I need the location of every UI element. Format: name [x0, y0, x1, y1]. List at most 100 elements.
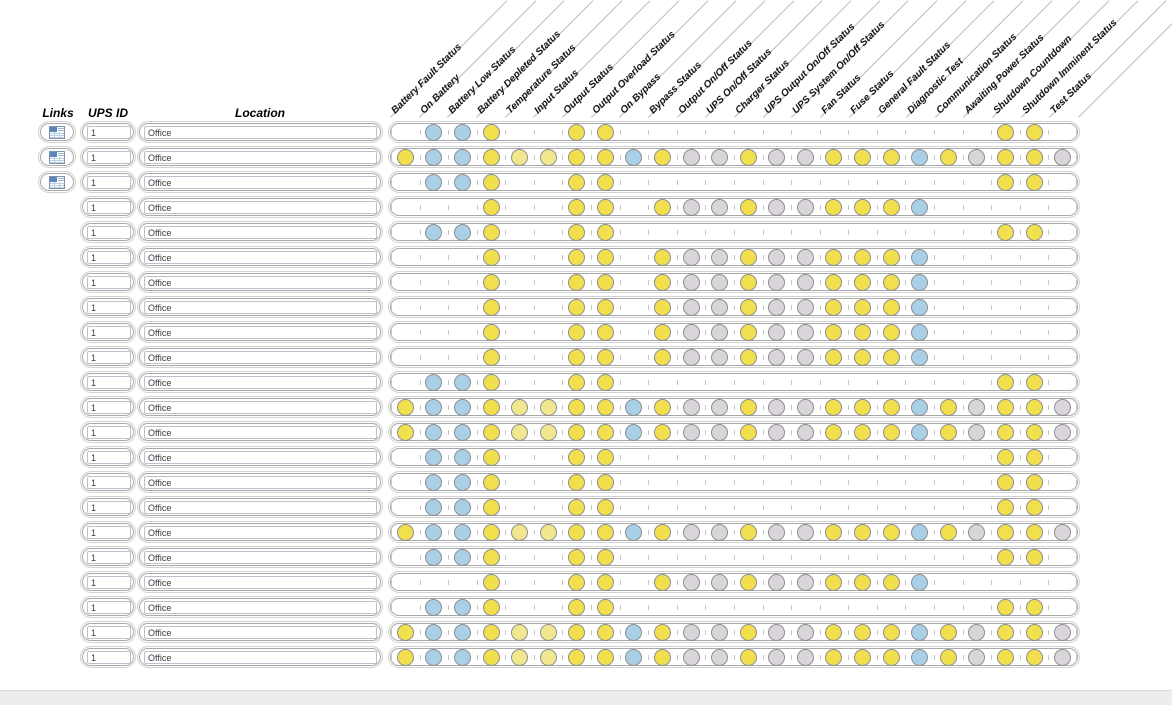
status-dot: [825, 323, 843, 341]
location-input[interactable]: [144, 251, 377, 264]
status-dot: [653, 348, 671, 366]
location-cell: [137, 196, 383, 218]
ups-id-input[interactable]: [87, 526, 131, 539]
ups-id-input[interactable]: [87, 201, 131, 214]
status-cell: [733, 197, 763, 217]
spreadsheet-icon: [49, 175, 65, 189]
location-input[interactable]: [144, 576, 377, 589]
status-cell: [762, 597, 792, 617]
ups-row: [0, 421, 1172, 443]
status-dot: [739, 523, 757, 541]
status-dot: [854, 648, 872, 666]
ups-id-input[interactable]: [87, 301, 131, 314]
status-cell: [762, 122, 792, 142]
status-cell: [791, 647, 820, 667]
status-cell: [933, 547, 963, 567]
location-input[interactable]: [144, 201, 377, 214]
status-cell: [591, 522, 620, 542]
status-dot: [1025, 448, 1043, 466]
status-dot: [911, 523, 929, 541]
status-cell: [819, 122, 849, 142]
ups-id-input[interactable]: [87, 226, 131, 239]
location-input[interactable]: [144, 301, 377, 314]
status-dot: [996, 423, 1014, 441]
status-cell: [705, 422, 734, 442]
ups-id-input[interactable]: [87, 576, 131, 589]
location-input[interactable]: [144, 626, 377, 639]
links-button[interactable]: [45, 149, 69, 166]
status-dot: [882, 323, 900, 341]
status-dot: [796, 573, 814, 591]
ups-id-input[interactable]: [87, 551, 131, 564]
location-input[interactable]: [144, 226, 377, 239]
location-input[interactable]: [144, 476, 377, 489]
location-cell: [137, 471, 383, 493]
location-input[interactable]: [144, 351, 377, 364]
status-dot: [739, 573, 757, 591]
status-cell: [676, 397, 706, 417]
ups-id-input[interactable]: [87, 426, 131, 439]
location-input[interactable]: [144, 526, 377, 539]
ups-id-input[interactable]: [87, 451, 131, 464]
links-button[interactable]: [45, 124, 69, 141]
status-dot: [568, 248, 586, 266]
status-dot: [396, 398, 414, 416]
status-cell: [448, 172, 477, 192]
ups-id-input[interactable]: [87, 476, 131, 489]
links-header: Links: [42, 106, 74, 120]
location-input[interactable]: [144, 176, 377, 189]
location-input[interactable]: [144, 451, 377, 464]
status-cell: [905, 522, 934, 542]
location-input[interactable]: [144, 426, 377, 439]
location-input[interactable]: [144, 401, 377, 414]
ups-id-input[interactable]: [87, 276, 131, 289]
status-cell: [848, 322, 877, 342]
status-dot: [1054, 398, 1072, 416]
status-cell: [391, 197, 420, 217]
status-strip: [388, 396, 1080, 418]
ups-id-input[interactable]: [87, 251, 131, 264]
status-dot: [711, 573, 729, 591]
ups-id-input[interactable]: [87, 176, 131, 189]
location-input[interactable]: [144, 376, 377, 389]
links-button[interactable]: [45, 174, 69, 191]
ups-id-input[interactable]: [87, 376, 131, 389]
status-dot: [653, 273, 671, 291]
status-dot: [653, 523, 671, 541]
ups-id-input[interactable]: [87, 601, 131, 614]
ups-id-input[interactable]: [87, 651, 131, 664]
status-dot: [568, 198, 586, 216]
status-cell: [591, 297, 620, 317]
location-input[interactable]: [144, 551, 377, 564]
location-input[interactable]: [144, 151, 377, 164]
location-input[interactable]: [144, 126, 377, 139]
ups-id-input[interactable]: [87, 351, 131, 364]
status-dot: [939, 398, 957, 416]
status-dot: [768, 148, 786, 166]
ups-id-input[interactable]: [87, 626, 131, 639]
status-dot: [425, 223, 443, 241]
status-cell: [762, 347, 792, 367]
status-cell: [562, 372, 591, 392]
location-input[interactable]: [144, 276, 377, 289]
status-cell: [819, 597, 849, 617]
status-cell: [733, 497, 763, 517]
ups-id-input[interactable]: [87, 326, 131, 339]
horizontal-scrollbar[interactable]: [0, 690, 1172, 705]
status-dot: [939, 623, 957, 641]
ups-id-input[interactable]: [87, 126, 131, 139]
location-input[interactable]: [144, 326, 377, 339]
ups-id-input[interactable]: [87, 151, 131, 164]
status-cell: [676, 422, 706, 442]
location-input[interactable]: [144, 501, 377, 514]
ups-id-input[interactable]: [87, 401, 131, 414]
location-input[interactable]: [144, 601, 377, 614]
status-cell: [448, 522, 477, 542]
status-cell: [733, 647, 763, 667]
status-dot: [568, 648, 586, 666]
location-input[interactable]: [144, 651, 377, 664]
status-cell: [676, 322, 706, 342]
ups-row: [0, 246, 1172, 268]
status-cell: [819, 297, 849, 317]
ups-id-input[interactable]: [87, 501, 131, 514]
